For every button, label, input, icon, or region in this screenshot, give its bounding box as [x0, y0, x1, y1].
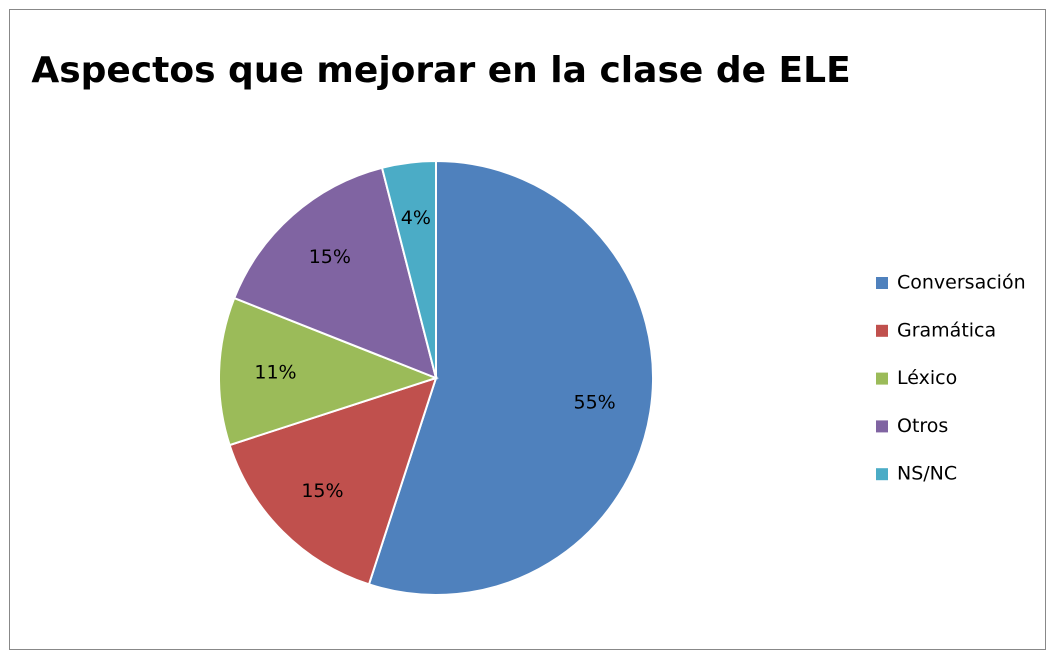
pie-slice	[367, 159, 654, 596]
pie-slice	[228, 376, 438, 586]
legend-swatch	[876, 324, 888, 337]
pie-slice	[380, 159, 437, 379]
chart-title: Aspectos que mejorar en la clase de ELE	[31, 50, 850, 91]
legend-label: Otros	[897, 415, 948, 437]
legend-swatch	[876, 372, 888, 385]
data-label: 15%	[301, 480, 343, 502]
data-label: 55%	[573, 392, 615, 414]
data-label: 15%	[309, 246, 351, 268]
legend-label: NS/NC	[897, 463, 957, 485]
legend-label: Conversación	[897, 272, 1026, 294]
pie-slice	[218, 296, 439, 447]
legend-swatch	[876, 468, 888, 481]
pie-slice	[232, 166, 438, 380]
legend-label: Léxico	[897, 367, 957, 389]
legend-label: Gramática	[897, 319, 996, 341]
legend-swatch	[876, 420, 888, 433]
data-label: 11%	[254, 361, 296, 383]
legend-swatch	[876, 277, 888, 289]
data-label: 4%	[401, 207, 431, 229]
